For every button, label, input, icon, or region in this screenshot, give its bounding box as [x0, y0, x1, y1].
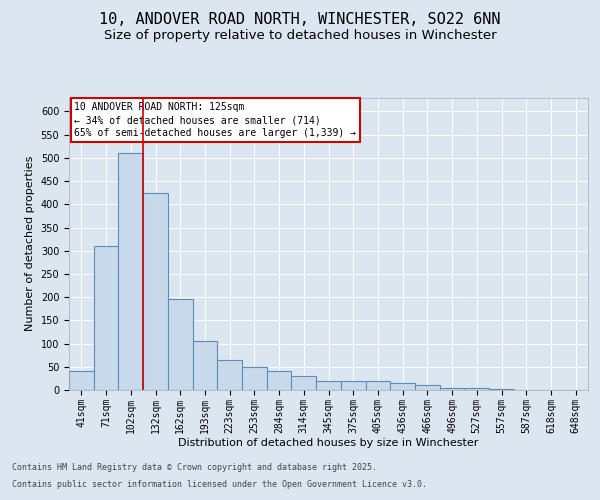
Text: 10 ANDOVER ROAD NORTH: 125sqm
← 34% of detached houses are smaller (714)
65% of : 10 ANDOVER ROAD NORTH: 125sqm ← 34% of d… — [74, 102, 356, 139]
Bar — [69, 372, 94, 390]
Bar — [365, 380, 390, 390]
Bar — [464, 388, 489, 390]
Y-axis label: Number of detached properties: Number of detached properties — [25, 156, 35, 332]
Bar — [316, 380, 341, 390]
Bar — [267, 372, 292, 390]
Bar — [94, 246, 118, 390]
Bar — [217, 360, 242, 390]
Bar — [489, 388, 514, 390]
Text: Contains public sector information licensed under the Open Government Licence v3: Contains public sector information licen… — [12, 480, 427, 489]
Bar — [415, 386, 440, 390]
Bar — [440, 388, 464, 390]
Bar — [242, 367, 267, 390]
Bar — [390, 383, 415, 390]
Bar — [118, 153, 143, 390]
Bar — [168, 300, 193, 390]
Bar — [292, 376, 316, 390]
Text: 10, ANDOVER ROAD NORTH, WINCHESTER, SO22 6NN: 10, ANDOVER ROAD NORTH, WINCHESTER, SO22… — [99, 12, 501, 28]
Text: Size of property relative to detached houses in Winchester: Size of property relative to detached ho… — [104, 29, 496, 42]
Bar — [341, 380, 365, 390]
Bar — [193, 341, 217, 390]
Bar — [143, 192, 168, 390]
Text: Contains HM Land Registry data © Crown copyright and database right 2025.: Contains HM Land Registry data © Crown c… — [12, 464, 377, 472]
X-axis label: Distribution of detached houses by size in Winchester: Distribution of detached houses by size … — [178, 438, 479, 448]
